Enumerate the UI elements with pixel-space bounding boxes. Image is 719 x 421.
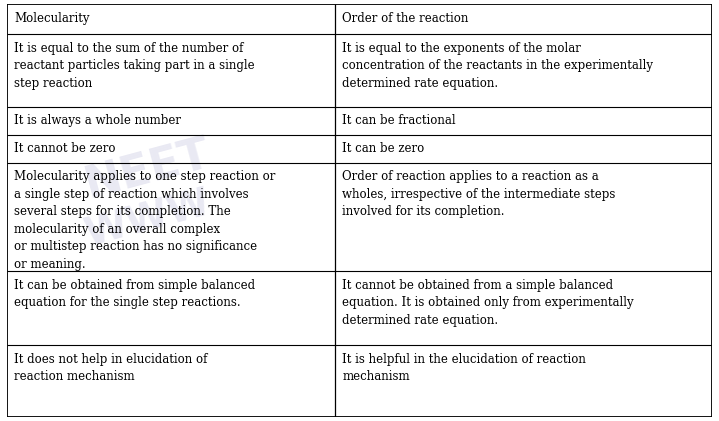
Text: Order of the reaction: Order of the reaction bbox=[342, 12, 469, 25]
Text: It can be fractional: It can be fractional bbox=[342, 114, 456, 127]
Text: Molecularity applies to one step reaction or
a single step of reaction which inv: Molecularity applies to one step reactio… bbox=[14, 170, 275, 271]
Text: It is helpful in the elucidation of reaction
mechanism: It is helpful in the elucidation of reac… bbox=[342, 353, 586, 384]
Text: It does not help in elucidation of
reaction mechanism: It does not help in elucidation of react… bbox=[14, 353, 208, 384]
Text: It can be obtained from simple balanced
equation for the single step reactions.: It can be obtained from simple balanced … bbox=[14, 279, 255, 309]
Text: It cannot be zero: It cannot be zero bbox=[14, 142, 116, 155]
Text: WWW: WWW bbox=[81, 184, 215, 254]
Text: It is equal to the sum of the number of
reactant particles taking part in a sing: It is equal to the sum of the number of … bbox=[14, 42, 255, 90]
Text: Order of reaction applies to a reaction as a
wholes, irrespective of the interme: Order of reaction applies to a reaction … bbox=[342, 170, 615, 218]
Text: It is always a whole number: It is always a whole number bbox=[14, 114, 181, 127]
Text: NEET: NEET bbox=[81, 132, 216, 207]
Text: It cannot be obtained from a simple balanced
equation. It is obtained only from : It cannot be obtained from a simple bala… bbox=[342, 279, 634, 327]
Text: It can be zero: It can be zero bbox=[342, 142, 424, 155]
Text: Molecularity: Molecularity bbox=[14, 12, 90, 25]
Text: It is equal to the exponents of the molar
concentration of the reactants in the : It is equal to the exponents of the mola… bbox=[342, 42, 654, 90]
